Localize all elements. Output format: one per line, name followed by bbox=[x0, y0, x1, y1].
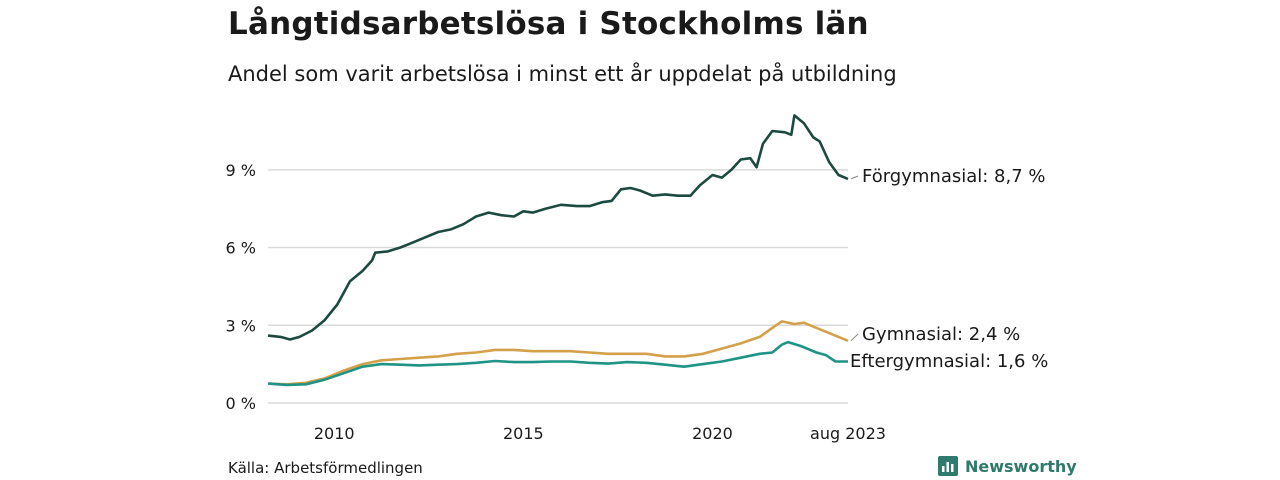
y-tick-label: 9 % bbox=[226, 161, 256, 180]
chart-title: Långtidsarbetslösa i Stockholms län bbox=[228, 6, 869, 42]
y-tick-label: 3 % bbox=[226, 316, 256, 335]
label-connector bbox=[850, 333, 859, 342]
brand-logo[interactable]: Newsworthy bbox=[938, 456, 1077, 476]
series-lines bbox=[267, 114, 849, 387]
end-labels: Förgymnasial: 8,7 % Gymnasial: 2,4 % Efter… bbox=[850, 166, 1048, 372]
x-tick-label: 2010 bbox=[314, 424, 355, 443]
y-tick-label: 6 % bbox=[226, 239, 256, 258]
x-tick-label: aug 2023 bbox=[810, 424, 886, 443]
chart-subtitle: Andel som varit arbetslösa i minst ett å… bbox=[228, 62, 897, 86]
end-label-förgymnasial: Förgymnasial: 8,7 % bbox=[862, 166, 1046, 187]
end-label-gymnasial: Gymnasial: 2,4 % bbox=[862, 324, 1020, 345]
end-label-eftergymnasial: Eftergymnasial: 1,6 % bbox=[850, 351, 1048, 372]
series-line-gymnasial bbox=[267, 320, 849, 386]
series-line-förgymnasial bbox=[267, 114, 849, 341]
x-tick-label: 2015 bbox=[503, 424, 544, 443]
x-tick-label: 2020 bbox=[692, 424, 733, 443]
grid bbox=[268, 169, 848, 404]
axis-labels: 0 % 3 % 6 % 9 % 2010 2015 2020 aug 2023 bbox=[226, 161, 886, 443]
label-connector bbox=[850, 175, 859, 180]
series-line-eftergymnasial bbox=[267, 340, 848, 387]
brand-name: Newsworthy bbox=[965, 456, 1077, 476]
y-tick-label: 0 % bbox=[226, 394, 256, 413]
source-note: Källa: Arbetsförmedlingen bbox=[228, 459, 423, 477]
newsworthy-logo-icon bbox=[938, 456, 958, 476]
